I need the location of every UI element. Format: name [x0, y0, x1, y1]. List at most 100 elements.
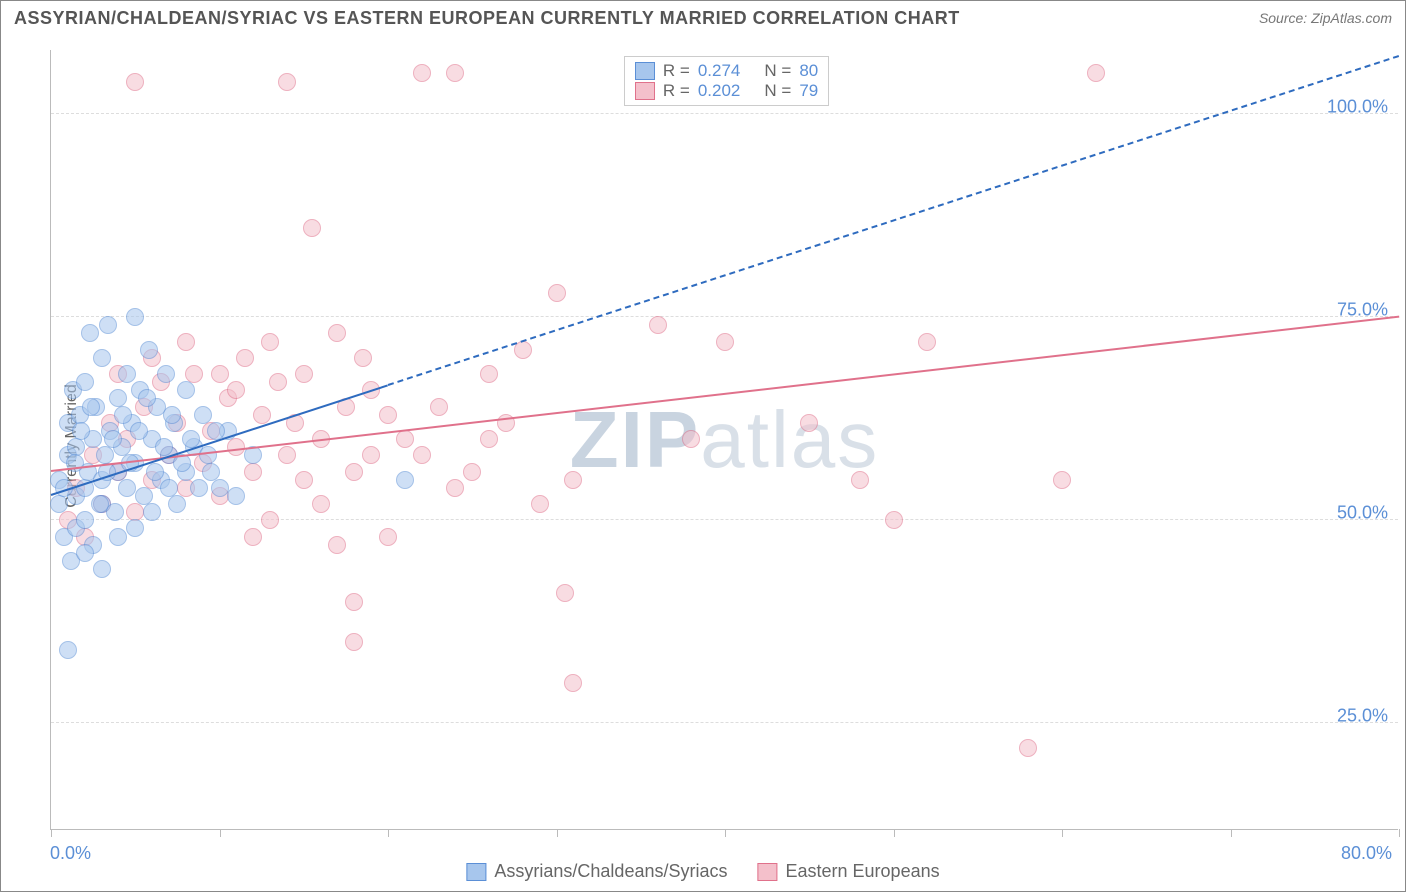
scatter-point: [76, 373, 94, 391]
x-tick: [51, 829, 52, 837]
scatter-point: [328, 324, 346, 342]
legend-item: Assyrians/Chaldeans/Syriacs: [466, 861, 727, 882]
gridline: [51, 113, 1398, 114]
scatter-point: [480, 365, 498, 383]
gridline: [51, 316, 1398, 317]
scatter-point: [345, 463, 363, 481]
chart-title: ASSYRIAN/CHALDEAN/SYRIAC VS EASTERN EURO…: [14, 8, 960, 29]
scatter-point: [413, 446, 431, 464]
scatter-point: [716, 333, 734, 351]
scatter-point: [261, 511, 279, 529]
scatter-point: [114, 406, 132, 424]
x-tick: [1062, 829, 1063, 837]
scatter-point: [72, 422, 90, 440]
scatter-point: [211, 365, 229, 383]
correlation-legend-row: R =0.274N =80: [635, 61, 818, 81]
scatter-point: [177, 381, 195, 399]
scatter-point: [649, 316, 667, 334]
scatter-point: [278, 73, 296, 91]
scatter-point: [185, 365, 203, 383]
scatter-point: [211, 479, 229, 497]
scatter-point: [50, 495, 68, 513]
scatter-point: [463, 463, 481, 481]
scatter-point: [140, 341, 158, 359]
x-tick: [1399, 829, 1400, 837]
scatter-point: [76, 544, 94, 562]
scatter-point: [1053, 471, 1071, 489]
scatter-point: [104, 430, 122, 448]
scatter-point: [190, 479, 208, 497]
scatter-point: [93, 349, 111, 367]
scatter-point: [146, 463, 164, 481]
legend-swatch: [466, 863, 486, 881]
scatter-point: [109, 389, 127, 407]
scatter-point: [82, 398, 100, 416]
scatter-point: [430, 398, 448, 416]
scatter-point: [118, 365, 136, 383]
legend-r-value: 0.274: [698, 61, 741, 81]
x-tick: [220, 829, 221, 837]
scatter-point: [91, 495, 109, 513]
scatter-point: [345, 593, 363, 611]
scatter-point: [130, 422, 148, 440]
scatter-point: [236, 349, 254, 367]
legend-n-label: N =: [764, 81, 791, 101]
scatter-point: [379, 528, 397, 546]
legend-label: Eastern Europeans: [786, 861, 940, 881]
scatter-point: [59, 641, 77, 659]
scatter-point: [328, 536, 346, 554]
scatter-point: [155, 438, 173, 456]
legend-swatch: [635, 62, 655, 80]
gridline: [51, 519, 1398, 520]
scatter-point: [1087, 64, 1105, 82]
scatter-point: [396, 430, 414, 448]
scatter-point: [800, 414, 818, 432]
scatter-point: [227, 381, 245, 399]
scatter-point: [109, 528, 127, 546]
scatter-point: [564, 674, 582, 692]
scatter-point: [269, 373, 287, 391]
scatter-point: [446, 64, 464, 82]
y-tick-label: 25.0%: [1337, 706, 1388, 727]
scatter-point: [446, 479, 464, 497]
plot-area: ZIPatlas 25.0%50.0%75.0%100.0%R =0.274N …: [50, 50, 1398, 830]
y-tick-label: 50.0%: [1337, 503, 1388, 524]
scatter-point: [303, 219, 321, 237]
scatter-point: [126, 73, 144, 91]
scatter-point: [227, 487, 245, 505]
scatter-point: [851, 471, 869, 489]
scatter-point: [261, 333, 279, 351]
scatter-point: [312, 495, 330, 513]
scatter-point: [143, 503, 161, 521]
watermark: ZIPatlas: [570, 394, 879, 486]
scatter-point: [295, 471, 313, 489]
scatter-point: [413, 64, 431, 82]
scatter-point: [548, 284, 566, 302]
x-tick: [725, 829, 726, 837]
scatter-point: [135, 487, 153, 505]
scatter-point: [67, 438, 85, 456]
scatter-point: [93, 560, 111, 578]
scatter-point: [295, 365, 313, 383]
scatter-point: [244, 463, 262, 481]
scatter-point: [99, 316, 117, 334]
scatter-point: [480, 430, 498, 448]
legend-label: Assyrians/Chaldeans/Syriacs: [494, 861, 727, 881]
scatter-point: [379, 406, 397, 424]
legend-r-value: 0.202: [698, 81, 741, 101]
scatter-point: [168, 495, 186, 513]
gridline: [51, 722, 1398, 723]
scatter-point: [1019, 739, 1037, 757]
scatter-point: [76, 511, 94, 529]
x-tick: [557, 829, 558, 837]
scatter-point: [253, 406, 271, 424]
scatter-point: [885, 511, 903, 529]
scatter-point: [81, 324, 99, 342]
scatter-point: [118, 479, 136, 497]
legend-swatch: [635, 82, 655, 100]
scatter-point: [126, 308, 144, 326]
scatter-point: [199, 446, 217, 464]
x-axis-max-label: 80.0%: [1341, 843, 1392, 864]
scatter-point: [396, 471, 414, 489]
bottom-legend: Assyrians/Chaldeans/Syriacs Eastern Europ…: [466, 861, 939, 882]
